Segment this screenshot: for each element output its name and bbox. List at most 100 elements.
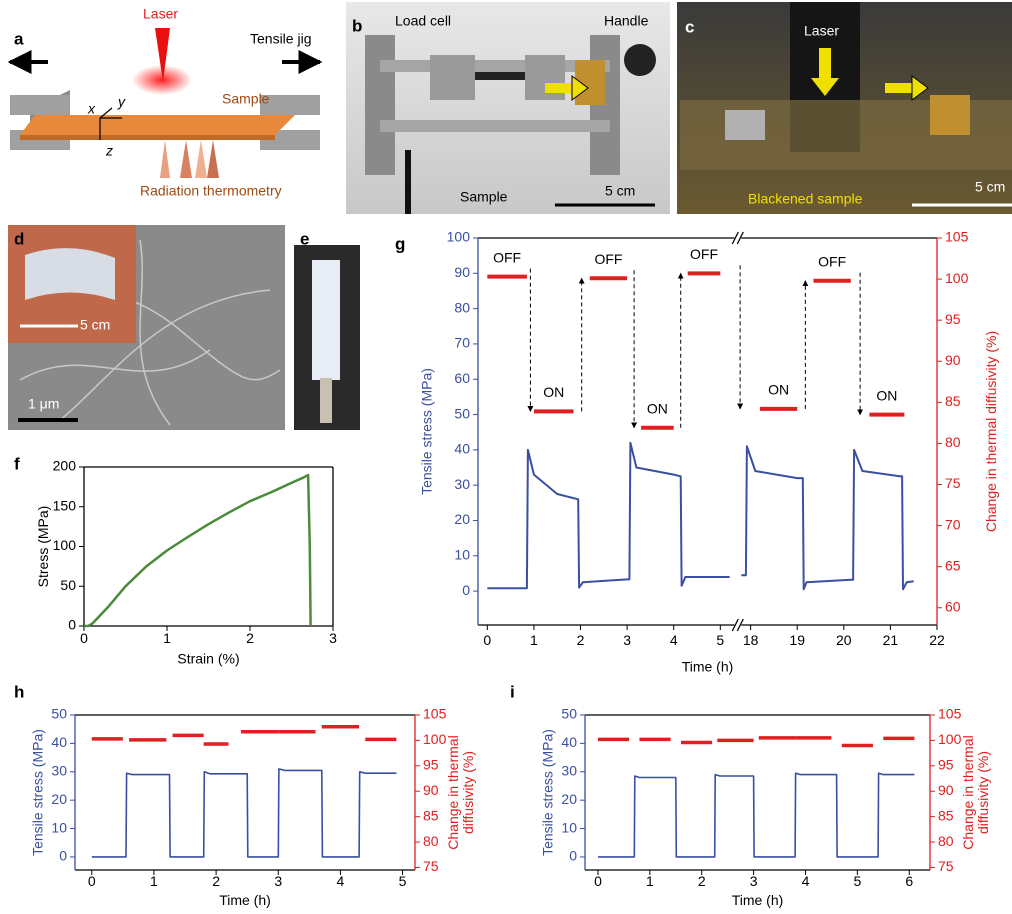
x-tick-label: 4 [670,632,678,648]
y-axis-label: Tensile stress (MPa) [418,368,434,495]
y2-axis-label: diffusivity (%) [460,751,476,834]
x-tick-label: 5 [716,632,724,648]
y-tick-label: 0 [569,848,577,864]
y2-tick-label: 95 [945,311,961,327]
cone [195,140,207,178]
y-tick-label: 0 [462,582,470,598]
y-tick-label: 100 [53,537,77,553]
label: Blackened sample [748,191,863,207]
arrow [571,75,589,101]
x-tick-label: 3 [274,873,282,889]
y2-tick-label: 100 [938,731,962,747]
y-tick-label: 50 [60,577,76,593]
x-axis-label: Strain (%) [177,651,239,667]
panel-label: e [300,229,309,248]
label: Sample [222,91,270,107]
state-label: OFF [493,249,521,265]
y2-tick-label: 90 [945,352,961,368]
arrow [811,78,839,96]
state-label: OFF [690,246,718,262]
cone [207,140,219,178]
label: Sample [460,189,508,205]
panel-label: g [395,234,405,253]
x-tick-label: 4 [337,873,345,889]
y-axis-label: Tensile stress (MPa) [29,729,45,856]
y2-tick-label: 85 [423,807,439,823]
x-tick-label: 6 [905,873,913,889]
y-axis-label: Tensile stress (MPa) [539,729,555,856]
y-tick-label: 10 [561,819,577,835]
panel-label: d [14,229,24,248]
x-tick-label: 3 [623,632,631,648]
y-tick-label: 20 [51,791,67,807]
label: 5 cm [80,317,110,333]
y-tick-label: 150 [53,497,77,513]
x-tick-label: 1 [530,632,538,648]
panel-c: c Laser Blackened sample 5 cm [677,2,1012,214]
label: y [117,94,126,110]
y-tick-label: 100 [447,229,471,245]
y2-tick-label: 80 [945,434,961,450]
y-tick-label: 20 [454,511,470,527]
x-tick-label: 3 [750,873,758,889]
x-tick-label: 5 [853,873,861,889]
data-line [91,768,397,858]
panel-b: b Load cell Handle Sample 5 cm [346,2,670,214]
panel-label: i [510,682,515,701]
frame [365,35,395,175]
x-axis-label: Time (h) [682,659,734,675]
y-tick-label: 10 [454,546,470,562]
panel-e: e [294,229,360,430]
y2-tick-label: 90 [423,782,439,798]
y2-axis-label: Change in thermal diffusivity (%) [983,331,999,532]
label: x [87,101,96,117]
label: 1 μm [28,396,59,412]
chart: 0 1 2 3 4 5 6 0 10 20 30 40 50 75 80 85 90 95 100 105 i Time … [510,682,991,907]
y2-tick-label: 85 [945,393,961,409]
y-tick-label: 70 [454,335,470,351]
laser-beam [155,28,170,82]
handle [624,44,656,76]
y-tick-label: 40 [454,441,470,457]
jig [260,95,320,115]
cone [180,140,192,178]
y-tick-label: 10 [51,819,67,835]
label: Radiation thermometry [140,183,282,199]
clip [320,378,332,423]
x-tick-label: 1 [150,873,158,889]
x-tick-label: 21 [883,632,899,648]
label: z [105,143,113,159]
label: Laser [143,6,178,22]
y2-tick-label: 100 [945,270,969,286]
state-label: ON [768,382,789,398]
y2-tick-label: 90 [938,782,954,798]
axes-glyph [99,107,122,140]
y2-tick-label: 105 [938,706,962,722]
panel-d: d 5 cm 1 μm [8,225,285,430]
y2-tick-label: 75 [945,475,961,491]
data-line [84,473,312,628]
gear [930,95,970,135]
x-tick-label: 1 [646,873,654,889]
cone [160,140,170,178]
y2-axis-label: diffusivity (%) [975,751,991,834]
y-tick-label: 80 [454,299,470,315]
y-tick-label: 0 [59,848,67,864]
sample-sheet [20,115,295,135]
y2-tick-label: 60 [945,598,961,614]
laser-spot [132,65,192,95]
x-tick-label: 0 [80,630,88,646]
y-tick-label: 30 [561,762,577,778]
y2-tick-label: 70 [945,516,961,532]
sheet [25,248,115,300]
label: Tensile jig [250,31,311,47]
x-tick-label: 0 [88,873,96,889]
x-tick-label: 0 [483,632,491,648]
y-tick-label: 90 [454,264,470,280]
y-tick-label: 50 [561,706,577,722]
arrow [911,75,929,101]
state-label: OFF [594,251,622,267]
y2-tick-label: 95 [938,757,954,773]
y2-tick-label: 75 [423,858,439,874]
